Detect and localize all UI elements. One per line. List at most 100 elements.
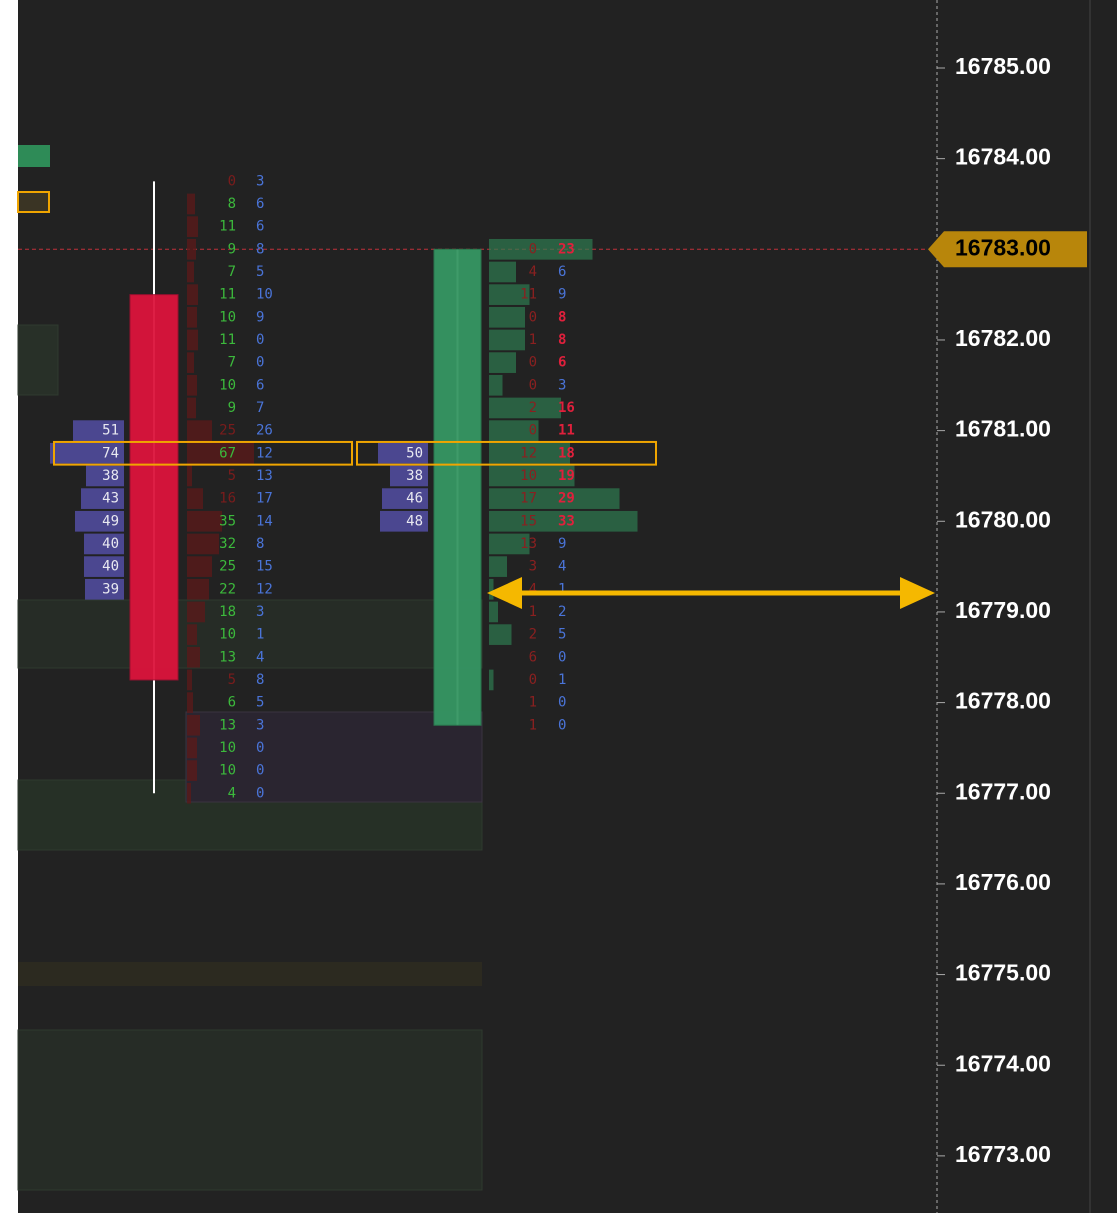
- cell-bar: [187, 465, 192, 487]
- ask-value: 1: [256, 627, 264, 643]
- profile-bar: [86, 465, 124, 487]
- ask-value: 6: [256, 219, 264, 235]
- y-tick-label: 16781.00: [955, 416, 1051, 442]
- profile-bar: [380, 510, 428, 532]
- zone: [17, 191, 50, 213]
- last-price-label: 16783.00: [955, 234, 1051, 260]
- ask-value: 5: [558, 627, 566, 643]
- ask-value: 7: [256, 400, 264, 416]
- cell-bar: [489, 533, 530, 555]
- cell-bar: [187, 488, 203, 509]
- ask-value: 3: [256, 717, 264, 733]
- cell-bar: [489, 442, 570, 464]
- cell-bar: [489, 488, 620, 509]
- cell-bar: [187, 374, 197, 396]
- zone: [18, 145, 50, 167]
- bid-value: 4: [529, 264, 537, 280]
- ask-value: 8: [558, 332, 566, 348]
- ask-value: 29: [558, 491, 575, 507]
- bid-value: 11: [219, 219, 236, 235]
- ask-value: 15: [256, 559, 273, 575]
- annotation-arrow: [487, 577, 935, 609]
- cell-bar: [187, 216, 198, 237]
- bid-value: 12: [520, 445, 537, 461]
- profile-bar: [73, 420, 124, 441]
- ask-value: 0: [256, 332, 264, 348]
- arrow-head: [900, 577, 935, 609]
- bid-value: 4: [228, 785, 236, 801]
- ask-value: 3: [256, 604, 264, 620]
- y-tick-label: 16775.00: [955, 960, 1051, 986]
- ask-value: 8: [256, 536, 264, 552]
- bid-value: 1: [529, 604, 537, 620]
- left-edge: [0, 0, 18, 1213]
- profile-bar: [378, 442, 428, 464]
- bid-value: 9: [228, 400, 236, 416]
- bid-value: 0: [529, 355, 537, 371]
- bid-value: 15: [520, 513, 537, 529]
- profile-label: 40: [102, 559, 119, 575]
- ask-value: 0: [558, 649, 566, 665]
- profile-label: 40: [102, 536, 119, 552]
- ask-value: 6: [256, 196, 264, 212]
- y-tick-label: 16773.00: [955, 1141, 1051, 1167]
- bid-value: 1: [529, 332, 537, 348]
- y-tick-label: 16777.00: [955, 778, 1051, 804]
- ask-value: 0: [256, 763, 264, 779]
- cell-bar: [489, 397, 561, 419]
- bid-value: 4: [529, 581, 537, 597]
- ask-value: 14: [256, 513, 273, 529]
- cell-bar: [187, 238, 196, 260]
- cell-bar: [489, 261, 516, 283]
- cell-bar: [489, 420, 539, 441]
- ask-value: 6: [558, 355, 566, 371]
- bid-value: 0: [228, 173, 236, 189]
- ask-value: 4: [256, 649, 264, 665]
- arrow-head: [487, 577, 522, 609]
- cell-bar: [187, 556, 212, 577]
- profile-label: 51: [102, 423, 119, 439]
- bid-value: 13: [219, 717, 236, 733]
- ask-value: 16: [558, 400, 575, 416]
- cell-bar: [489, 238, 593, 260]
- profile-label: 43: [102, 491, 119, 507]
- profile-label: 38: [102, 468, 119, 484]
- cell-bar: [187, 669, 192, 691]
- cell-bar: [187, 329, 198, 351]
- ask-value: 2: [558, 604, 566, 620]
- cell-bar: [489, 306, 525, 328]
- bid-value: 11: [219, 332, 236, 348]
- y-tick-label: 16776.00: [955, 869, 1051, 895]
- bid-value: 16: [219, 491, 236, 507]
- bid-value: 10: [219, 740, 236, 756]
- cell-bar: [489, 284, 530, 305]
- cell-bar: [187, 624, 197, 645]
- cell-bar: [489, 624, 512, 645]
- bid-value: 13: [520, 536, 537, 552]
- profile-label: 49: [102, 513, 119, 529]
- bid-value: 10: [219, 309, 236, 325]
- cell-bar: [489, 669, 494, 691]
- ask-value: 12: [256, 445, 273, 461]
- bid-value: 17: [520, 491, 537, 507]
- profile-bar: [50, 442, 124, 464]
- ask-value: 13: [256, 468, 273, 484]
- bid-value: 7: [228, 355, 236, 371]
- bid-value: 9: [228, 241, 236, 257]
- cell-bar: [489, 578, 494, 600]
- profile-label: 38: [406, 468, 423, 484]
- cell-bar: [187, 510, 222, 532]
- bid-value: 5: [228, 672, 236, 688]
- ask-value: 8: [558, 309, 566, 325]
- bid-value: 1: [529, 717, 537, 733]
- ask-value: 18: [558, 445, 575, 461]
- cell-bar: [489, 601, 498, 623]
- cell-bar: [489, 374, 503, 396]
- poc-box: [53, 440, 353, 466]
- ask-value: 1: [558, 672, 566, 688]
- ask-value: 8: [256, 672, 264, 688]
- bid-value: 13: [219, 649, 236, 665]
- poc-box: [356, 440, 657, 466]
- bid-value: 0: [529, 423, 537, 439]
- cell-bar: [187, 601, 205, 623]
